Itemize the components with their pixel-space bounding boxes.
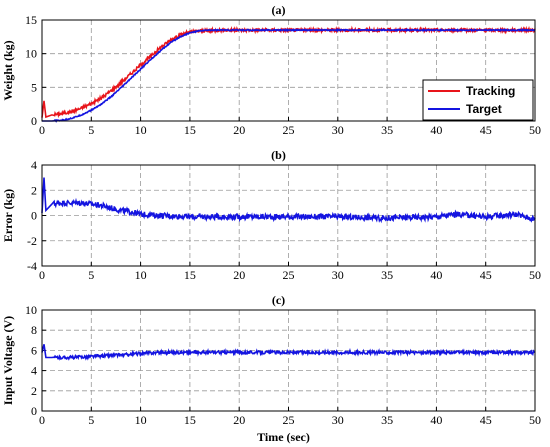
x-tick-label: 20 (233, 413, 245, 427)
x-tick-label: 0 (39, 268, 45, 282)
x-tick-label: 30 (332, 413, 344, 427)
y-tick-label: 2 (31, 384, 37, 398)
panel-b: 0 5 10 15 20 25 30 35 40 45 50 -4 -2 0 2 4 (b) Error (kg) (1, 148, 541, 282)
panel-title: (c) (272, 293, 285, 307)
plot-frame (41, 19, 536, 122)
x-tick-label: 25 (283, 413, 295, 427)
y-tick-label: 15 (25, 13, 37, 27)
y-axis-label: Error (kg) (1, 189, 15, 242)
y-tick-label: 6 (31, 343, 37, 357)
y-tick-label: 10 (25, 303, 37, 317)
panel-title: (a) (272, 3, 286, 17)
legend-label: Tracking (466, 84, 515, 98)
x-axis-label: Time (sec) (257, 430, 310, 444)
x-tick-label: 40 (430, 123, 442, 137)
x-tick-label: 50 (529, 268, 541, 282)
x-tick-label: 50 (529, 123, 541, 137)
x-tick-label: 35 (381, 413, 393, 427)
x-tick-label: 30 (332, 268, 344, 282)
legend-box (422, 79, 534, 121)
x-tick-label: 40 (430, 268, 442, 282)
x-tick-label: 35 (381, 123, 393, 137)
x-tick-label: 40 (430, 413, 442, 427)
plot-frame (41, 309, 536, 412)
x-tick-label: 10 (135, 413, 147, 427)
x-tick-label: 0 (39, 123, 45, 137)
plot-frame (41, 164, 536, 267)
x-tick-label: 45 (480, 413, 492, 427)
y-tick-label: 8 (31, 323, 37, 337)
panel-a: 0 5 10 15 20 25 30 35 40 45 50 0 5 10 15 (a) Weight (kg)… (1, 3, 541, 137)
x-tick-label: 30 (332, 123, 344, 137)
x-tick-label: 5 (88, 413, 94, 427)
x-tick-label: 0 (39, 413, 45, 427)
y-tick-label: 2 (31, 183, 37, 197)
y-tick-label: 10 (25, 47, 37, 61)
legend-label: Target (466, 102, 502, 116)
x-tick-label: 10 (135, 268, 147, 282)
y-tick-label: 4 (31, 364, 37, 378)
series-line (42, 27, 536, 123)
panel-title: (b) (271, 148, 286, 162)
series-line (41, 344, 536, 361)
x-tick-label: 5 (88, 123, 94, 137)
x-tick-label: 45 (480, 268, 492, 282)
x-tick-label: 35 (381, 268, 393, 282)
y-axis-label: Input Voltage (V) (1, 316, 15, 405)
y-tick-label: 0 (31, 209, 37, 223)
series-line (41, 177, 536, 224)
panel-c: 0 5 10 15 20 25 30 35 40 45 50 0 2 4 6 8 10 (c) Input Volt… (1, 293, 541, 444)
y-tick-label: 0 (31, 404, 37, 418)
x-tick-label: 15 (184, 413, 196, 427)
x-tick-label: 25 (283, 123, 295, 137)
y-tick-label: -4 (27, 259, 37, 273)
y-tick-label: 0 (31, 114, 37, 128)
x-tick-label: 10 (135, 123, 147, 137)
y-tick-label: -2 (27, 234, 37, 248)
legend: Tracking Target (422, 79, 534, 121)
x-tick-label: 25 (283, 268, 295, 282)
y-tick-label: 5 (31, 80, 37, 94)
x-tick-label: 50 (529, 413, 541, 427)
y-tick-label: 4 (31, 158, 37, 172)
x-tick-label: 20 (233, 123, 245, 137)
x-tick-label: 15 (184, 123, 196, 137)
x-tick-label: 15 (184, 268, 196, 282)
x-tick-label: 45 (480, 123, 492, 137)
x-tick-label: 20 (233, 268, 245, 282)
y-axis-label: Weight (kg) (1, 40, 15, 100)
x-tick-label: 5 (88, 268, 94, 282)
